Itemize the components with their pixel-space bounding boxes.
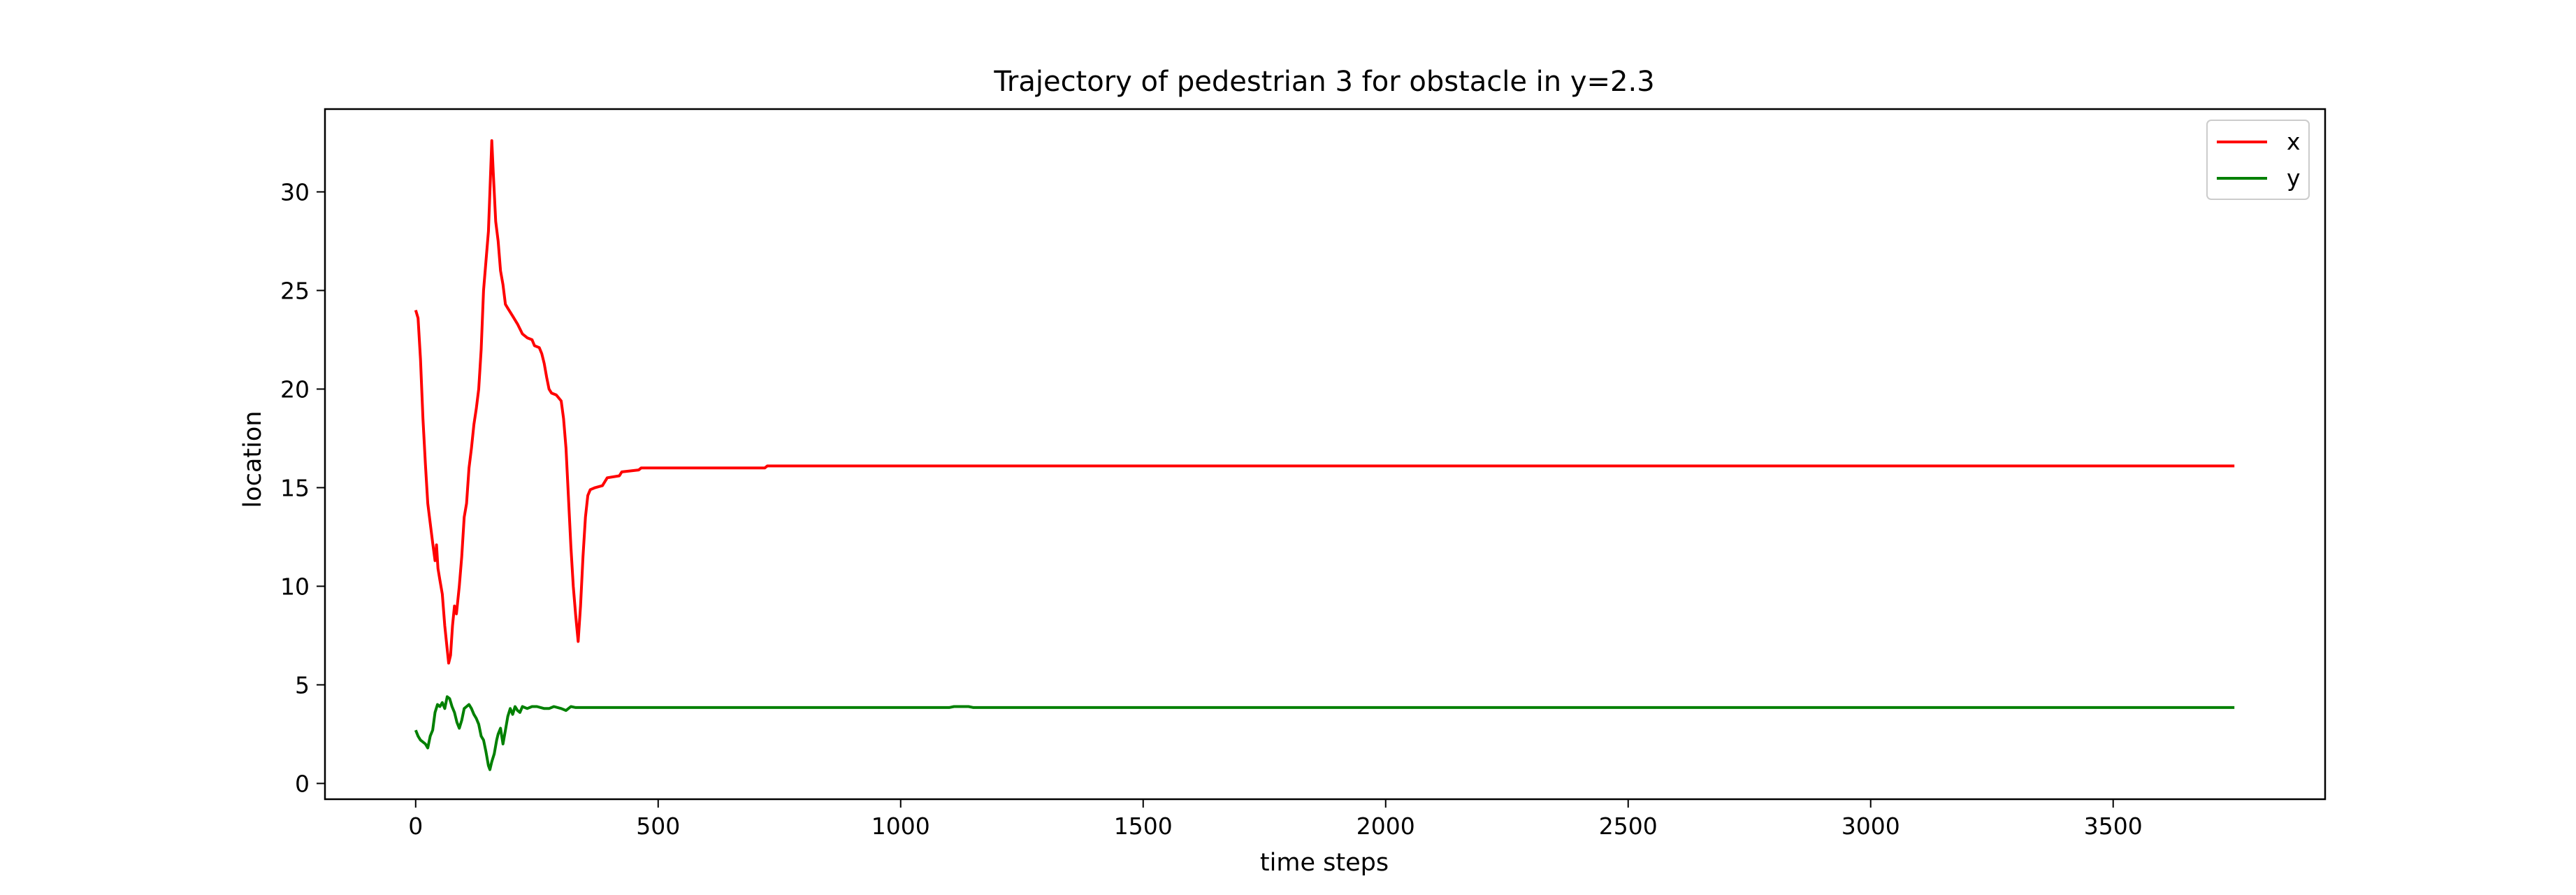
y-tick-label: 10 (280, 573, 310, 600)
legend: xy (2206, 120, 2310, 200)
axes-frame (324, 108, 2327, 801)
x-tick-label: 3500 (2084, 812, 2143, 840)
y-tick-label: 30 (280, 178, 310, 206)
legend-label-y: y (2287, 164, 2301, 192)
y-axis-label: location (239, 411, 267, 508)
x-tick-label: 0 (408, 812, 423, 840)
x-tick-label: 3000 (1841, 812, 1900, 840)
chart-title: Trajectory of pedestrian 3 for obstacle … (993, 66, 1654, 98)
y-tick-label: 20 (280, 375, 310, 403)
y-tick-label: 5 (295, 671, 310, 699)
plot-area (324, 108, 2327, 801)
x-tick-label: 500 (636, 812, 680, 840)
y-tick-label: 0 (295, 770, 310, 797)
y-tick-label: 15 (280, 474, 310, 501)
x-tick-label: 1500 (1114, 812, 1173, 840)
x-tick-label: 2500 (1599, 812, 1658, 840)
series-line-x (414, 139, 2235, 665)
x-tick-label: 2000 (1356, 812, 1415, 840)
axis-ticks: 0 500 1000 1500 2000 2500 3000 3500 0 5 10 15 20 25 30 (280, 178, 2143, 840)
y-tick-label: 25 (280, 277, 310, 304)
x-axis-label: time steps (1260, 849, 1389, 877)
series-line-y (414, 695, 2235, 771)
legend-label-x: x (2287, 128, 2301, 155)
x-tick-label: 1000 (871, 812, 930, 840)
